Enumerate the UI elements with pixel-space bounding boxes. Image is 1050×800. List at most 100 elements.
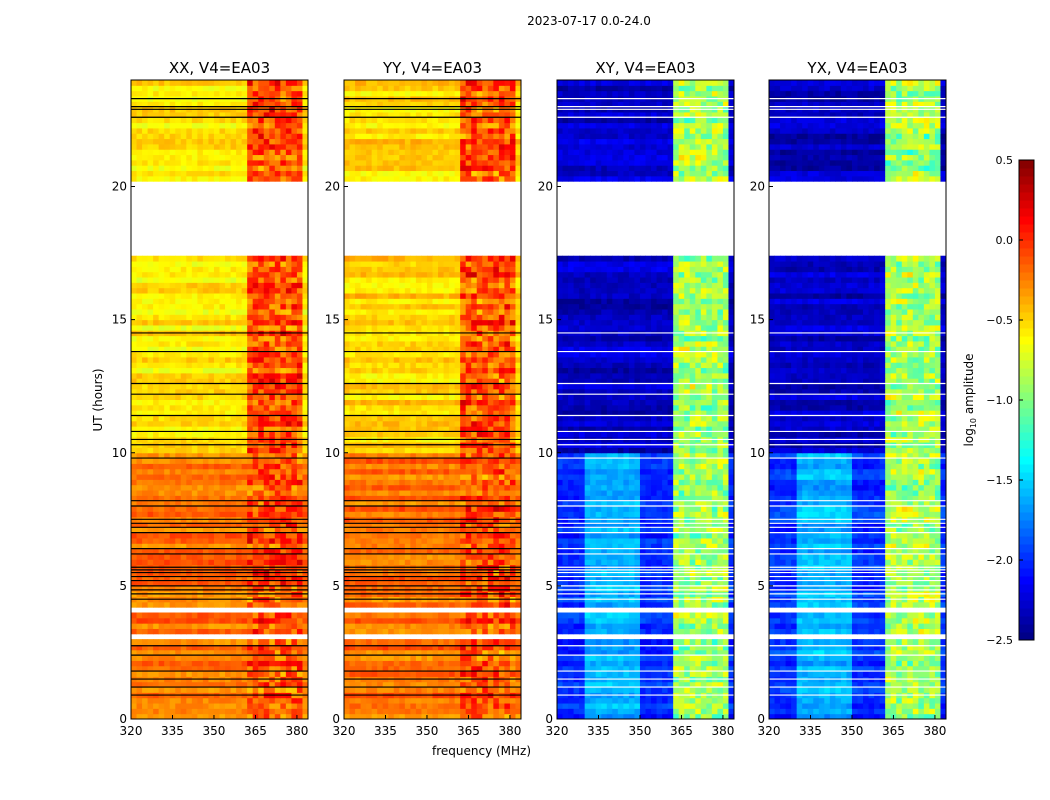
heatmap-cell <box>131 80 138 86</box>
heatmap-cell <box>180 255 187 262</box>
heatmap-cell <box>291 356 298 363</box>
heatmap-cell <box>258 80 265 86</box>
heatmap-cell <box>404 681 411 688</box>
heatmap-cell <box>274 303 281 310</box>
heatmap-cell <box>291 479 298 486</box>
heatmap-cell <box>274 681 281 688</box>
heatmap-cell <box>202 463 209 470</box>
heatmap-cell <box>371 559 378 566</box>
heatmap-cell <box>443 468 450 475</box>
heatmap-cell <box>509 506 516 512</box>
heatmap-cell <box>158 340 165 347</box>
heatmap-cell <box>515 617 522 624</box>
heatmap-cell <box>421 495 428 502</box>
heatmap-cell <box>241 159 248 166</box>
heatmap-cell <box>175 314 182 321</box>
heatmap-cell <box>202 681 209 688</box>
heatmap-cell <box>208 346 215 353</box>
panel-title: XX, V4=EA03 <box>169 59 270 77</box>
heatmap-cell <box>432 543 439 550</box>
heatmap-cell <box>258 277 265 283</box>
heatmap-cell <box>142 484 149 491</box>
heatmap-cell <box>302 617 309 624</box>
heatmap-cell <box>213 468 220 475</box>
heatmap-cell <box>355 553 362 560</box>
heatmap-cell <box>197 426 204 432</box>
heatmap-cell <box>236 308 243 315</box>
heatmap-cell <box>410 495 417 502</box>
heatmap-cell <box>153 175 160 182</box>
heatmap-cell <box>191 543 198 550</box>
heatmap-cell <box>443 447 450 454</box>
heatmap-cell <box>258 447 265 454</box>
heatmap-cell <box>164 671 171 677</box>
heatmap-cell <box>131 149 138 156</box>
heatmap-cell <box>296 122 303 129</box>
heatmap-cell <box>247 548 254 555</box>
heatmap-cell <box>404 639 411 645</box>
heatmap-cell <box>476 575 483 582</box>
heatmap-cell <box>175 324 182 331</box>
heatmap-cell <box>476 612 483 619</box>
heatmap-cell <box>258 170 265 177</box>
heatmap-cell <box>258 484 265 491</box>
heatmap-cell <box>219 548 226 555</box>
heatmap-cell <box>252 149 259 156</box>
heatmap-cell <box>349 575 356 582</box>
heatmap-cell <box>169 80 176 86</box>
heatmap-cell <box>504 639 511 645</box>
heatmap-cell <box>493 708 500 715</box>
heatmap-cell <box>258 415 265 422</box>
heatmap-cell <box>191 681 198 688</box>
heatmap-cell <box>131 324 138 331</box>
heatmap-cell <box>241 111 248 118</box>
heatmap-cell <box>241 543 248 550</box>
heatmap-cell <box>366 660 373 667</box>
heatmap-cell <box>421 713 428 720</box>
heatmap-cell <box>449 628 456 635</box>
heatmap-cell <box>131 298 138 305</box>
heatmap-cell <box>465 612 472 619</box>
heatmap-cell <box>241 623 248 629</box>
heatmap-cell <box>213 298 220 305</box>
heatmap-cell <box>175 617 182 624</box>
heatmap-cell <box>191 537 198 544</box>
heatmap-cell <box>269 261 276 267</box>
heatmap-cell <box>482 617 489 624</box>
heatmap-cell <box>377 500 384 507</box>
heatmap-cell <box>213 378 220 385</box>
heatmap-cell <box>498 655 505 661</box>
heatmap-cell <box>186 340 193 347</box>
heatmap-cell <box>208 266 215 273</box>
heatmap-cell <box>498 452 505 459</box>
heatmap-cell <box>274 458 281 464</box>
heatmap-cell <box>213 506 220 512</box>
heatmap-cell <box>164 511 171 518</box>
heatmap-cell <box>180 404 187 411</box>
heatmap-cell <box>302 431 309 438</box>
heatmap-cell <box>230 85 237 92</box>
heatmap-cell <box>482 655 489 661</box>
heatmap-cell <box>388 506 395 512</box>
heatmap-cell <box>388 623 395 629</box>
heatmap-cell <box>153 282 160 289</box>
heatmap-cell <box>219 143 226 150</box>
heatmap-cell <box>164 85 171 92</box>
heatmap-cell <box>164 490 171 496</box>
heatmap-cell <box>252 468 259 475</box>
heatmap-cell <box>355 687 362 693</box>
heatmap-cell <box>175 404 182 411</box>
heatmap-cell <box>136 111 143 118</box>
heatmap-cell <box>498 463 505 470</box>
heatmap-cell <box>175 708 182 715</box>
heatmap-cell <box>471 490 478 496</box>
heatmap-cell <box>158 399 165 406</box>
heatmap-cell <box>296 261 303 267</box>
heatmap-cell <box>158 143 165 150</box>
heatmap-cell <box>421 660 428 667</box>
heatmap-cell <box>208 319 215 326</box>
heatmap-cell <box>180 463 187 470</box>
heatmap-cell <box>438 585 445 592</box>
heatmap-cell <box>147 426 154 432</box>
heatmap-cell <box>164 367 171 374</box>
